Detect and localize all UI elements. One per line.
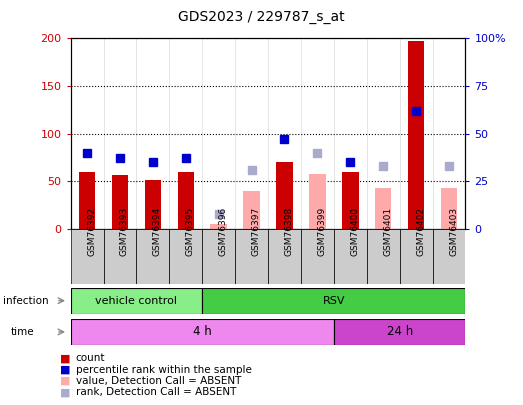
Bar — [268, 229, 301, 284]
Bar — [334, 319, 465, 345]
Bar — [202, 288, 465, 314]
Text: GSM76399: GSM76399 — [317, 207, 326, 256]
Text: GSM76401: GSM76401 — [383, 207, 392, 256]
Bar — [301, 229, 334, 284]
Bar — [112, 175, 128, 229]
Bar — [375, 188, 391, 229]
Text: GDS2023 / 229787_s_at: GDS2023 / 229787_s_at — [178, 10, 345, 24]
Bar — [71, 288, 202, 314]
Bar — [145, 180, 161, 229]
Text: GSM76395: GSM76395 — [186, 207, 195, 256]
Bar — [408, 41, 424, 229]
Text: 4 h: 4 h — [193, 325, 212, 339]
Text: GSM76397: GSM76397 — [252, 207, 260, 256]
Bar — [342, 172, 359, 229]
Text: GSM76394: GSM76394 — [153, 207, 162, 256]
Text: vehicle control: vehicle control — [95, 296, 177, 306]
Bar — [104, 229, 137, 284]
Text: GSM76396: GSM76396 — [219, 207, 228, 256]
Bar — [334, 229, 367, 284]
Text: 24 h: 24 h — [386, 325, 413, 339]
Bar — [202, 229, 235, 284]
Text: count: count — [76, 354, 105, 363]
Bar — [235, 229, 268, 284]
Text: GSM76393: GSM76393 — [120, 207, 129, 256]
Text: GSM76392: GSM76392 — [87, 207, 96, 256]
Bar — [137, 229, 169, 284]
Text: value, Detection Call = ABSENT: value, Detection Call = ABSENT — [76, 376, 241, 386]
Bar — [441, 188, 457, 229]
Text: ■: ■ — [60, 388, 71, 397]
Bar — [79, 172, 95, 229]
Bar — [71, 229, 104, 284]
Text: GSM76402: GSM76402 — [416, 207, 425, 256]
Bar — [367, 229, 400, 284]
Text: rank, Detection Call = ABSENT: rank, Detection Call = ABSENT — [76, 388, 236, 397]
Text: ■: ■ — [60, 354, 71, 363]
Text: infection: infection — [3, 296, 48, 306]
Bar — [177, 172, 194, 229]
Text: GSM76400: GSM76400 — [350, 207, 359, 256]
Bar — [433, 229, 465, 284]
Bar — [243, 191, 260, 229]
Bar — [400, 229, 433, 284]
Text: time: time — [10, 327, 34, 337]
Text: GSM76403: GSM76403 — [449, 207, 458, 256]
Text: ■: ■ — [60, 376, 71, 386]
Text: RSV: RSV — [323, 296, 345, 306]
Text: GSM76398: GSM76398 — [285, 207, 293, 256]
Bar — [71, 319, 334, 345]
Bar — [169, 229, 202, 284]
Bar — [309, 174, 326, 229]
Bar — [276, 162, 293, 229]
Text: ■: ■ — [60, 365, 71, 375]
Text: percentile rank within the sample: percentile rank within the sample — [76, 365, 252, 375]
Bar — [210, 224, 227, 229]
